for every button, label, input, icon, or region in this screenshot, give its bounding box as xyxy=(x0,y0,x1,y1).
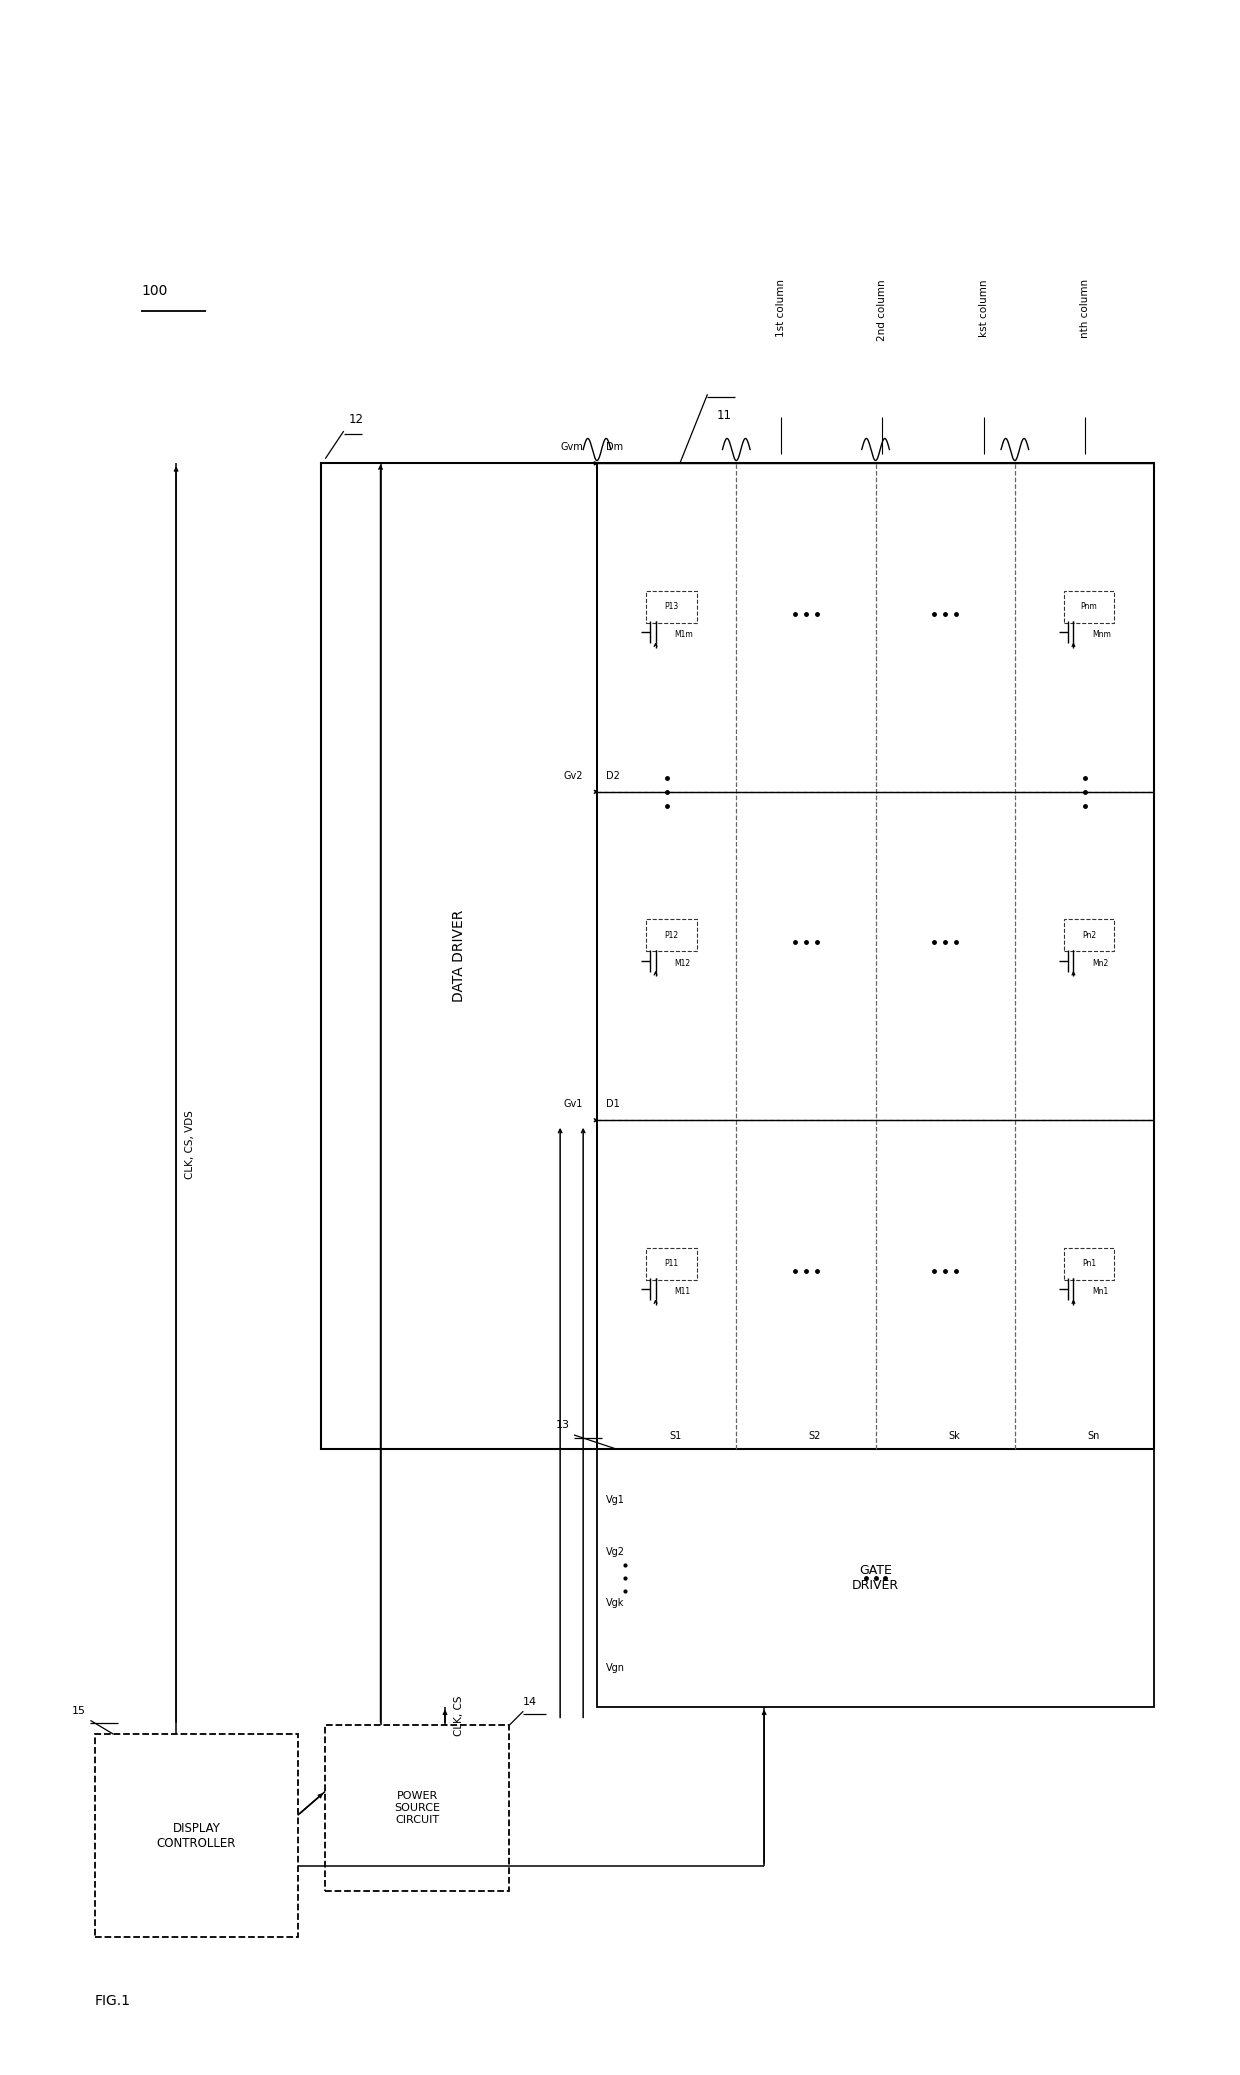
Bar xyxy=(646,591,697,622)
Text: GATE
DRIVER: GATE DRIVER xyxy=(852,1565,899,1592)
Text: DISPLAY
CONTROLLER: DISPLAY CONTROLLER xyxy=(156,1822,236,1849)
Text: 2nd column: 2nd column xyxy=(878,280,888,340)
Bar xyxy=(321,463,1154,1448)
Bar xyxy=(1064,1247,1115,1280)
Text: nth column: nth column xyxy=(1080,280,1090,338)
Text: M12: M12 xyxy=(675,959,691,967)
Bar xyxy=(646,1247,697,1280)
Bar xyxy=(596,463,1154,1448)
Text: P12: P12 xyxy=(665,932,678,940)
Bar xyxy=(646,919,697,952)
Text: Dm: Dm xyxy=(606,442,624,452)
Text: POWER
SOURCE
CIRCUIT: POWER SOURCE CIRCUIT xyxy=(394,1791,440,1824)
Text: 12: 12 xyxy=(348,413,363,427)
Text: S1: S1 xyxy=(670,1432,682,1442)
Text: D1: D1 xyxy=(606,1100,620,1110)
Text: Gv2: Gv2 xyxy=(564,770,583,780)
Text: Mn1: Mn1 xyxy=(1092,1286,1109,1297)
Text: Sk: Sk xyxy=(947,1432,960,1442)
Text: S2: S2 xyxy=(808,1432,821,1442)
Text: Pnm: Pnm xyxy=(1081,602,1097,612)
Text: DATA DRIVER: DATA DRIVER xyxy=(451,909,466,1002)
Text: D2: D2 xyxy=(606,770,620,780)
Text: 13: 13 xyxy=(556,1419,569,1430)
Text: 15: 15 xyxy=(72,1706,86,1716)
Text: FIG.1: FIG.1 xyxy=(95,1994,131,2009)
Text: P13: P13 xyxy=(665,602,678,612)
Text: Gvm: Gvm xyxy=(560,442,583,452)
Text: CLK, CS, VDS: CLK, CS, VDS xyxy=(185,1110,196,1179)
Text: P11: P11 xyxy=(665,1260,678,1268)
Text: Sn: Sn xyxy=(1087,1432,1100,1442)
Bar xyxy=(596,1448,1154,1706)
Text: Pn1: Pn1 xyxy=(1083,1260,1096,1268)
Text: Vgn: Vgn xyxy=(606,1662,625,1672)
Bar xyxy=(1064,919,1115,952)
Text: Vgk: Vgk xyxy=(606,1598,625,1608)
Text: 14: 14 xyxy=(523,1697,537,1706)
Text: 1st column: 1st column xyxy=(776,280,786,336)
Text: Vg2: Vg2 xyxy=(606,1546,625,1556)
Text: Mnm: Mnm xyxy=(1092,631,1111,639)
Text: 100: 100 xyxy=(141,284,167,297)
Bar xyxy=(325,1724,510,1890)
Text: CLK, CS: CLK, CS xyxy=(454,1695,464,1737)
Bar xyxy=(321,463,596,1448)
Text: Gv1: Gv1 xyxy=(564,1100,583,1110)
Text: 11: 11 xyxy=(717,409,732,421)
Bar xyxy=(95,1735,298,1936)
Text: M11: M11 xyxy=(675,1286,691,1297)
Bar xyxy=(1064,591,1115,622)
Text: kst column: kst column xyxy=(978,280,988,336)
Text: Mn2: Mn2 xyxy=(1092,959,1109,967)
Text: Pn2: Pn2 xyxy=(1083,932,1096,940)
Text: M1m: M1m xyxy=(675,631,693,639)
Text: Vg1: Vg1 xyxy=(606,1496,625,1504)
